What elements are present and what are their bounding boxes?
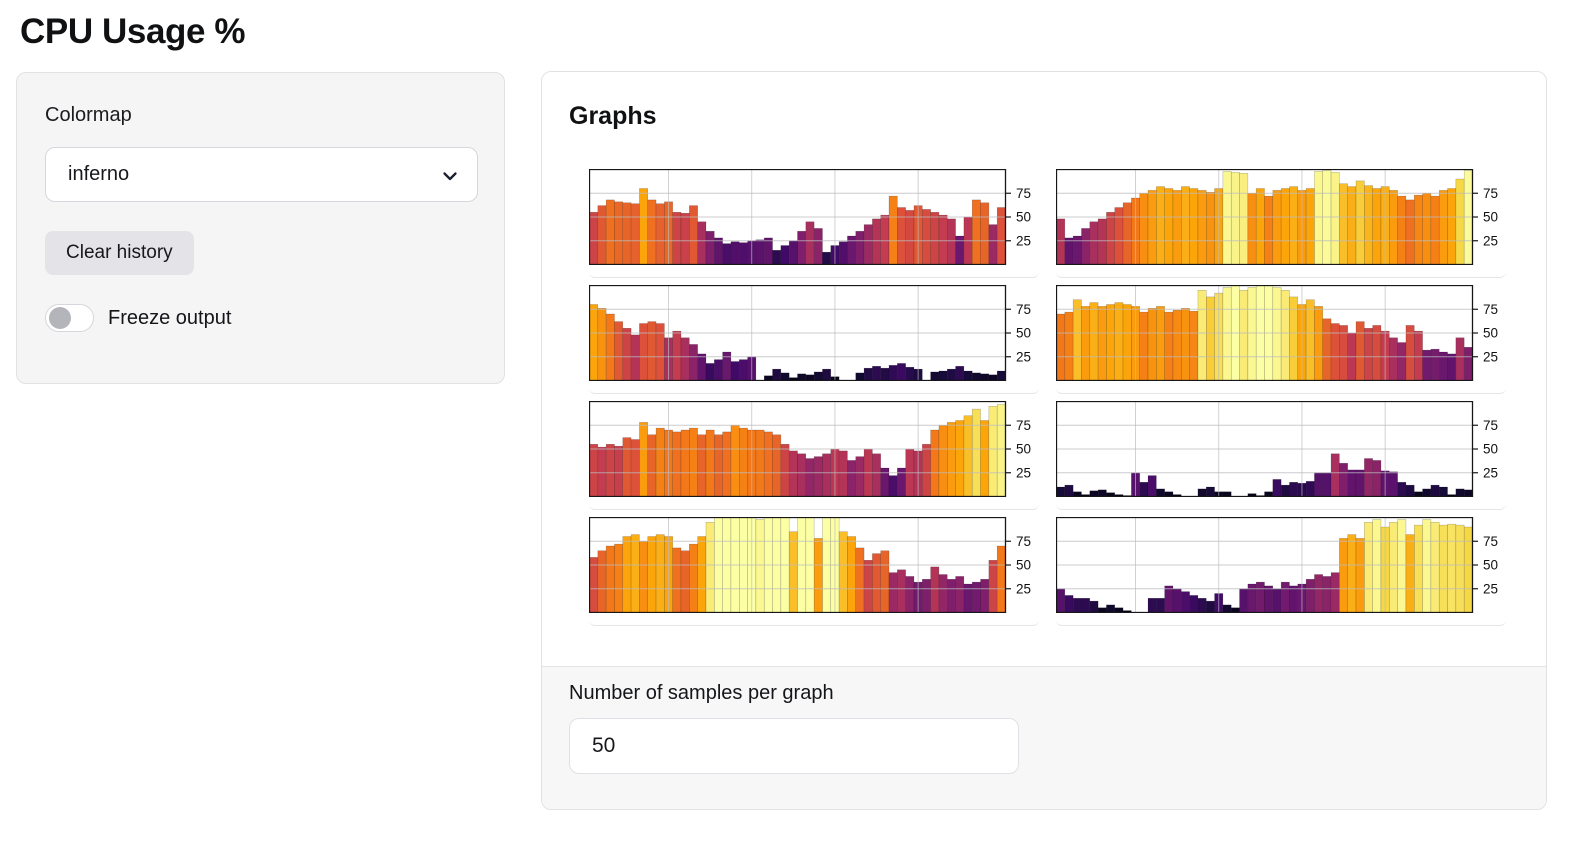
svg-text:75: 75: [1483, 534, 1498, 549]
cpu-graph-4: 25 50 75: [1055, 284, 1506, 394]
card-divider: [542, 666, 1546, 667]
cpu-bar-chart: 25 50 75: [1055, 516, 1498, 614]
cpu-bar-chart: 25 50 75: [1055, 284, 1498, 382]
cpu-graph-1: 25 50 75: [588, 168, 1039, 278]
cpu-bar-chart: 25 50 75: [588, 516, 1031, 614]
svg-text:25: 25: [1483, 349, 1498, 364]
freeze-output-toggle[interactable]: [45, 304, 94, 332]
graphs-heading: Graphs: [569, 102, 657, 130]
svg-text:25: 25: [1483, 465, 1498, 480]
chevron-down-icon: [443, 172, 457, 181]
svg-text:75: 75: [1483, 186, 1498, 201]
toggle-knob: [49, 307, 71, 329]
svg-text:75: 75: [1016, 418, 1031, 433]
cpu-graph-5: 25 50 75: [588, 400, 1039, 510]
samples-label: Number of samples per graph: [569, 682, 834, 704]
svg-text:25: 25: [1016, 349, 1031, 364]
cpu-bar-chart: 25 50 75: [588, 400, 1031, 498]
cpu-bar-chart: 25 50 75: [588, 284, 1031, 382]
clear-history-button[interactable]: Clear history: [45, 231, 194, 275]
cpu-graph-7: 25 50 75: [588, 516, 1039, 626]
freeze-output-label: Freeze output: [108, 306, 232, 329]
page-title: CPU Usage %: [20, 12, 246, 51]
cpu-bar-chart: 25 50 75: [1055, 400, 1498, 498]
svg-text:75: 75: [1016, 534, 1031, 549]
svg-text:75: 75: [1483, 302, 1498, 317]
svg-text:50: 50: [1483, 326, 1498, 341]
svg-text:25: 25: [1016, 581, 1031, 596]
card-footer: Number of samples per graph: [542, 667, 1546, 809]
graphs-card: Graphs 25 50 75 25 50 75 25 50 75 25 50 75 25 50 7…: [541, 71, 1547, 810]
cpu-bar-chart: 25 50 75: [1055, 168, 1498, 266]
cpu-graph-6: 25 50 75: [1055, 400, 1506, 510]
svg-text:50: 50: [1483, 558, 1498, 573]
svg-text:50: 50: [1016, 326, 1031, 341]
colormap-dropdown-value: inferno: [68, 163, 130, 185]
svg-text:50: 50: [1016, 442, 1031, 457]
cpu-bar-chart: 25 50 75: [588, 168, 1031, 266]
svg-text:25: 25: [1016, 465, 1031, 480]
svg-text:25: 25: [1016, 233, 1031, 248]
control-panel: Colormap inferno Clear history Freeze ou…: [16, 72, 505, 384]
svg-text:75: 75: [1016, 186, 1031, 201]
samples-input[interactable]: [569, 718, 1019, 774]
svg-text:75: 75: [1483, 418, 1498, 433]
svg-text:25: 25: [1483, 581, 1498, 596]
freeze-output-row: Freeze output: [45, 304, 231, 332]
colormap-label: Colormap: [45, 104, 132, 126]
svg-text:50: 50: [1016, 558, 1031, 573]
svg-text:50: 50: [1483, 442, 1498, 457]
cpu-graph-2: 25 50 75: [1055, 168, 1506, 278]
cpu-graph-8: 25 50 75: [1055, 516, 1506, 626]
svg-text:75: 75: [1016, 302, 1031, 317]
charts-grid: 25 50 75 25 50 75 25 50 75 25 50 75 25 50 75 25 50 7…: [588, 168, 1506, 626]
colormap-dropdown[interactable]: inferno: [45, 147, 478, 202]
svg-text:50: 50: [1016, 210, 1031, 225]
svg-text:50: 50: [1483, 210, 1498, 225]
svg-text:25: 25: [1483, 233, 1498, 248]
cpu-graph-3: 25 50 75: [588, 284, 1039, 394]
